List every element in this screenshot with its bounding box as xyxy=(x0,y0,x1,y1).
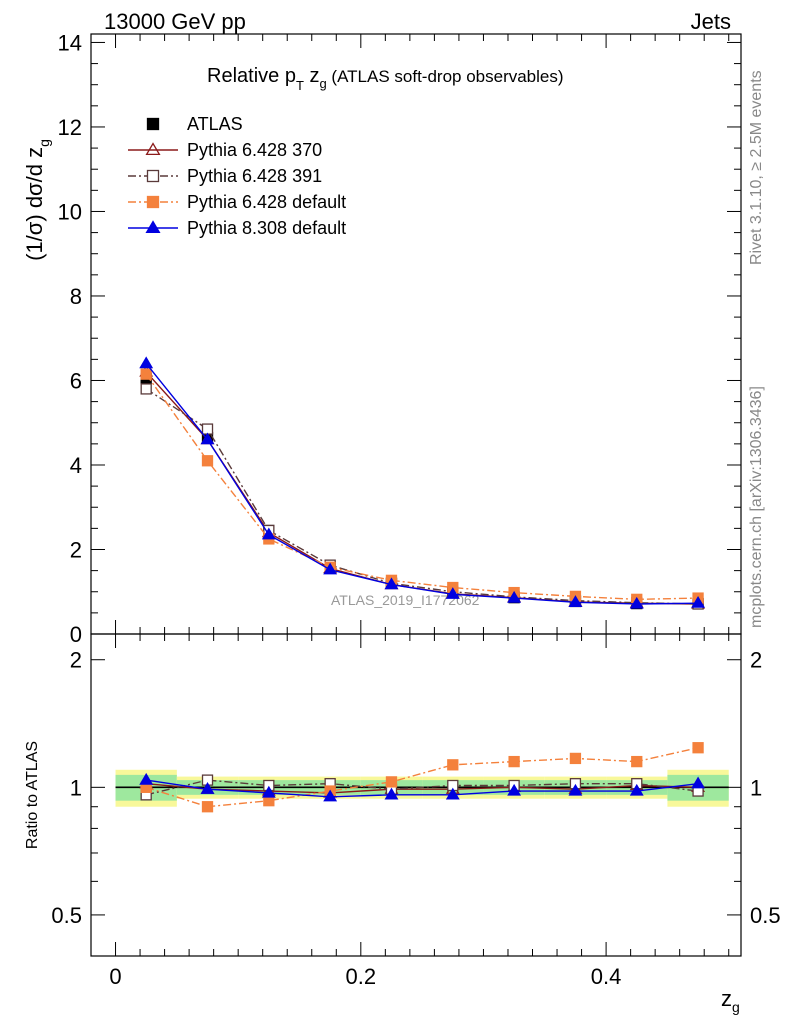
ratio-point xyxy=(200,782,215,794)
y-tick-label: 0 xyxy=(70,622,82,647)
data-point xyxy=(445,587,460,599)
y-tick-label: 6 xyxy=(70,368,82,393)
legend: ATLAS Pythia 6.428 370 Pythia 6.428 391 Pyt… xyxy=(128,114,346,238)
ratio-point xyxy=(201,801,214,813)
ratio-line xyxy=(146,779,699,798)
ratio-series-pythia-8-308-default xyxy=(139,772,706,802)
legend-marker xyxy=(145,142,161,156)
y-tick-label: 12 xyxy=(58,115,82,140)
legend-label: Pythia 6.428 370 xyxy=(187,140,322,160)
legend-marker xyxy=(146,117,160,131)
main-y-label: (1/σ) dσ/d zg xyxy=(22,139,52,261)
data-point xyxy=(200,432,215,445)
ratio-point xyxy=(691,776,706,789)
ratio-line xyxy=(146,782,699,794)
ratio-point xyxy=(569,752,582,765)
main-panel: 0 2 4 6 8 10 12 14 xyxy=(58,30,742,647)
ratio-frame xyxy=(90,633,742,957)
ratio-line xyxy=(145,747,699,808)
data-point xyxy=(507,590,522,603)
y-tick-label: 2 xyxy=(70,537,82,562)
legend-label: ATLAS xyxy=(187,114,243,134)
legend-marker xyxy=(146,195,160,209)
data-point xyxy=(691,595,706,608)
data-point xyxy=(384,577,399,590)
ratio-point xyxy=(508,755,520,768)
legend-marker xyxy=(145,220,161,234)
ratio-y-label: Ratio to ATLAS xyxy=(24,741,41,849)
data-point xyxy=(140,383,152,395)
ratio-point xyxy=(629,783,644,796)
series-pythia-6-428-370 xyxy=(139,364,706,609)
data-point xyxy=(568,595,583,607)
series-pythia-8-308-default xyxy=(139,356,706,609)
ratio-y-tick-label: 1 xyxy=(70,775,82,800)
ratio-point xyxy=(445,787,460,800)
x-tick-label: 0 xyxy=(109,964,121,989)
data-point xyxy=(629,596,644,609)
ratio-point xyxy=(447,759,459,771)
ratio-y-tick-label-right: 1 xyxy=(750,775,762,800)
series-line xyxy=(145,373,699,601)
x-tick-label: 0.4 xyxy=(591,964,622,989)
legend-label: Pythia 6.428 default xyxy=(187,192,346,212)
data-point xyxy=(201,455,214,467)
ratio-point xyxy=(139,772,154,785)
y-tick-label: 10 xyxy=(58,199,82,224)
series-pythia-6-428-default xyxy=(140,368,704,606)
ratio-point xyxy=(631,755,643,768)
plot-title: Relative pT zg (ATLAS soft-drop observab… xyxy=(207,65,564,93)
ratio-y-tick-label: 2 xyxy=(70,648,82,673)
data-point xyxy=(261,527,276,540)
side-text-top: Rivet 3.1.10, ≥ 2.5M events xyxy=(748,70,765,265)
ratio-point xyxy=(384,787,399,800)
ratio-point xyxy=(385,776,398,788)
series-line xyxy=(145,388,699,605)
x-tick-label: 0.2 xyxy=(346,964,377,989)
data-point xyxy=(139,356,154,369)
y-tick-label: 8 xyxy=(70,284,82,309)
data-point xyxy=(140,368,152,380)
series-pythia-6-428-391 xyxy=(140,383,704,610)
legend-label: Pythia 6.428 391 xyxy=(187,166,322,186)
series-line xyxy=(145,363,699,605)
data-point xyxy=(323,562,338,575)
y-tick-label: 4 xyxy=(70,453,82,478)
ratio-point xyxy=(568,783,583,796)
x-axis-label: zg xyxy=(721,986,740,1015)
legend-label: Pythia 8.308 default xyxy=(187,218,346,238)
side-text-bottom: mcplots.cern.ch [arXiv:1306.3436] xyxy=(748,386,765,628)
legend-marker xyxy=(146,169,160,183)
analysis-watermark: ATLAS_2019_I1772062 xyxy=(331,592,480,608)
ratio-point xyxy=(323,789,338,802)
y-tick-label: 14 xyxy=(58,30,82,55)
ratio-y-tick-label-right: 2 xyxy=(750,648,762,673)
ratio-y-tick-label: 0.5 xyxy=(51,903,82,928)
ratio-point xyxy=(507,783,522,796)
header-left: 13000 GeV pp xyxy=(104,9,246,34)
series-atlas xyxy=(140,372,704,610)
ratio-point xyxy=(692,742,704,754)
ratio-panel: 0.5 0.5 1 1 2 2 0 0.2 0.4 xyxy=(51,633,781,989)
ratio-line xyxy=(146,779,699,796)
ratio-y-tick-label-right: 0.5 xyxy=(750,903,781,928)
header-right: Jets xyxy=(691,9,731,34)
ratio-point xyxy=(261,785,276,798)
